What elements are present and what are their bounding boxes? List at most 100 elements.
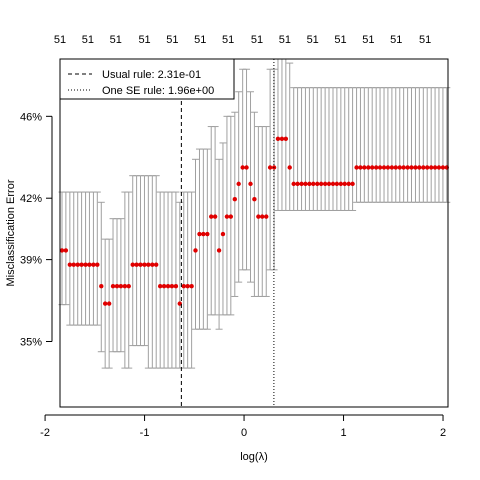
error-bar — [443, 87, 451, 203]
data-point — [307, 181, 312, 187]
error-bar — [372, 87, 380, 203]
error-bar — [144, 175, 152, 369]
error-bar — [82, 191, 90, 326]
error-bar — [333, 87, 341, 211]
data-point — [91, 262, 96, 267]
data-point — [220, 231, 226, 237]
error-bar — [211, 126, 219, 316]
error-bar — [250, 111, 258, 297]
data-point — [295, 181, 300, 187]
data-point — [232, 197, 237, 202]
y-axis: 35% 39% 42% 46% — [20, 111, 53, 348]
data-point — [95, 262, 100, 267]
data-point — [338, 181, 344, 187]
y-axis-title: Misclassification Error — [5, 179, 17, 286]
data-point — [63, 248, 69, 253]
data-point — [436, 165, 442, 170]
x-axis-title: log(λ) — [240, 451, 268, 463]
x-tick-label: 1 — [340, 427, 346, 439]
y-tick-label: 39% — [20, 255, 42, 267]
error-bar — [286, 62, 294, 211]
reference-lines-layer — [180, 59, 275, 407]
legend-usual-rule-label: Usual rule: 2.31e-01 — [102, 69, 201, 81]
data-point — [71, 262, 76, 267]
data-point — [334, 181, 340, 187]
error-bar — [384, 87, 392, 203]
data-point — [354, 165, 359, 170]
data-point — [377, 165, 383, 170]
error-bar — [203, 148, 211, 330]
data-point — [299, 181, 304, 187]
error-bar — [74, 191, 82, 326]
data-point — [397, 165, 402, 170]
data-point — [173, 284, 179, 289]
data-point — [138, 262, 143, 267]
error-bars-layer — [58, 58, 451, 369]
data-point — [157, 284, 163, 289]
data-point — [161, 284, 167, 289]
error-bar — [85, 191, 93, 326]
error-bar — [400, 87, 408, 203]
data-point — [248, 181, 253, 187]
error-bar — [290, 87, 298, 211]
error-bar — [415, 87, 423, 203]
error-bar — [298, 87, 306, 211]
error-bar — [317, 87, 325, 211]
error-bar — [231, 111, 239, 297]
data-point — [165, 284, 171, 289]
data-point — [358, 165, 363, 170]
data-point — [330, 181, 336, 187]
error-bar — [235, 91, 243, 283]
error-bar — [341, 87, 349, 211]
error-bar — [125, 191, 133, 369]
x-tick-label: -1 — [140, 427, 150, 439]
data-point — [291, 181, 296, 187]
data-point — [389, 165, 395, 170]
error-bar — [97, 201, 105, 353]
error-bar — [313, 87, 321, 211]
data-point — [197, 231, 202, 237]
data-point — [256, 214, 261, 219]
error-bar — [345, 87, 353, 211]
x-tick-label: -2 — [40, 427, 50, 439]
data-point — [146, 262, 151, 267]
data-point — [106, 301, 112, 306]
y-tick-label: 35% — [20, 336, 42, 348]
data-point — [114, 284, 120, 289]
error-bar — [192, 158, 200, 330]
data-point — [342, 181, 347, 187]
data-point — [224, 214, 230, 219]
data-point — [59, 248, 65, 253]
error-bar — [168, 191, 176, 369]
error-bar — [140, 175, 148, 347]
data-point — [212, 214, 218, 219]
data-point — [130, 262, 135, 267]
data-point — [322, 181, 328, 187]
data-point — [134, 262, 139, 267]
error-bar — [294, 87, 302, 211]
y-tick-label: 46% — [20, 111, 42, 123]
error-bar — [274, 58, 282, 211]
error-bar — [376, 87, 384, 203]
error-bar — [435, 87, 443, 203]
data-point — [118, 284, 124, 289]
error-bar — [254, 126, 262, 297]
data-point — [181, 284, 186, 289]
error-bar — [407, 87, 415, 203]
data-point — [428, 165, 434, 170]
error-bar — [93, 191, 101, 326]
error-bar — [423, 87, 431, 203]
error-bar — [152, 175, 160, 369]
error-bar — [360, 87, 368, 203]
top-axis-label: 51 — [390, 34, 402, 46]
legend-one-se-rule-label: One SE rule: 1.96e+00 — [102, 85, 214, 97]
top-axis-label: 51 — [279, 34, 291, 46]
data-point — [350, 181, 355, 187]
top-axis-counts: 51 51 51 51 51 51 51 51 51 51 51 51 51 51 — [54, 34, 431, 46]
error-bar — [337, 87, 345, 211]
error-bar — [70, 191, 78, 326]
data-point — [228, 214, 234, 219]
error-bar — [156, 191, 164, 369]
data-point — [311, 181, 316, 187]
